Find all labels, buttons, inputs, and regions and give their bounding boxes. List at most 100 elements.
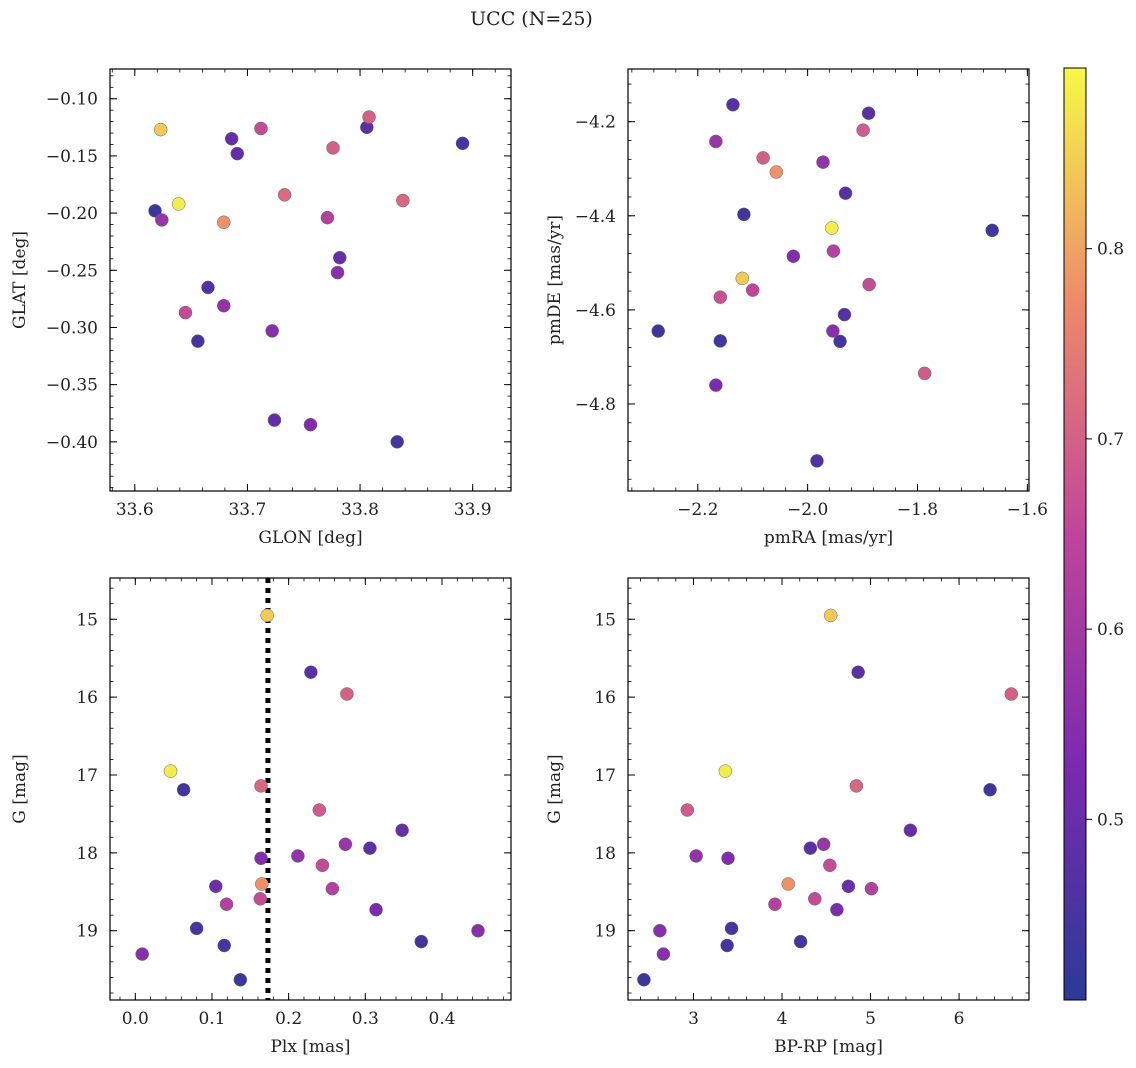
- plot-frame: [109, 577, 512, 1001]
- data-point: [726, 98, 740, 112]
- x-tick-label: 5: [865, 1009, 876, 1029]
- data-point: [689, 849, 703, 863]
- data-point: [191, 334, 205, 348]
- data-point: [810, 454, 824, 468]
- data-point: [823, 608, 838, 623]
- data-point: [362, 110, 376, 124]
- y-tick-label: −4.2: [575, 113, 616, 133]
- data-point: [330, 265, 345, 280]
- data-point: [148, 204, 162, 218]
- x-tick-label: 33.9: [454, 500, 492, 520]
- x-axis-label: GLON [deg]: [258, 528, 362, 548]
- x-tick-label: −1.6: [1007, 500, 1048, 520]
- data-point: [724, 921, 739, 936]
- y-tick-label: −0.35: [46, 376, 98, 396]
- panel-pmra-pmde: −2.2 −2.0 −1.8 −1.6 −4.2 −4.4 −4.6 −4.8 pmRA [ma…: [545, 68, 1048, 548]
- y-tick-label: 16: [76, 688, 98, 708]
- y-tick-label: −0.30: [46, 318, 98, 338]
- x-axis-label: BP-RP [mag]: [774, 1037, 883, 1057]
- figure-title: UCC (N=25): [470, 8, 593, 30]
- data-point: [209, 879, 223, 894]
- data-point: [637, 973, 651, 987]
- data-point: [363, 841, 377, 855]
- x-tick-label: 0.4: [428, 1009, 455, 1029]
- data-point: [233, 973, 248, 987]
- y-tick-label: 15: [76, 610, 98, 630]
- data-point: [985, 223, 999, 238]
- x-tick-label: 0.2: [275, 1009, 302, 1029]
- data-point: [826, 324, 840, 338]
- x-tick-label: 4: [777, 1009, 788, 1029]
- y-tick-label: 17: [594, 766, 616, 786]
- data-point: [786, 249, 801, 263]
- y-tick-label: 18: [76, 844, 98, 864]
- data-point: [851, 665, 865, 679]
- data-point: [745, 283, 760, 297]
- data-point: [768, 897, 782, 911]
- data-point: [320, 210, 335, 225]
- y-tick-label: −4.6: [575, 301, 616, 321]
- y-tick-label: 17: [76, 766, 98, 786]
- panel-glon-glat: 33.6 33.7 33.8 33.9 −0.10 −0.15 −0.20 −0.25 −0.3…: [10, 68, 512, 548]
- data-point: [737, 207, 751, 222]
- data-point: [903, 823, 918, 838]
- x-tick-label: 0.3: [352, 1009, 379, 1029]
- data-point: [713, 290, 728, 304]
- x-tick-label: −2.2: [677, 500, 718, 520]
- data-point: [340, 687, 354, 701]
- data-point: [721, 851, 735, 866]
- data-point: [830, 902, 844, 917]
- y-tick-label: 19: [594, 922, 616, 942]
- x-tick-label: 6: [954, 1009, 965, 1029]
- data-point: [254, 779, 268, 793]
- data-point: [781, 877, 795, 891]
- data-point: [864, 881, 879, 896]
- data-point: [312, 803, 327, 817]
- data-point: [135, 947, 149, 961]
- data-point: [837, 307, 852, 322]
- y-tick-label: −0.40: [46, 433, 98, 453]
- data-point: [849, 779, 864, 793]
- data-point: [253, 892, 268, 906]
- data-point: [326, 141, 340, 155]
- x-tick-label: 0.0: [122, 1009, 149, 1029]
- data-point: [217, 938, 231, 953]
- data-point: [325, 881, 340, 896]
- x-axis-label: pmRA [mas/yr]: [764, 528, 893, 548]
- colorbar: 0.5 0.6 0.7 0.8: [1063, 67, 1124, 1001]
- data-point: [219, 897, 234, 911]
- data-point: [983, 783, 997, 797]
- data-point: [756, 151, 770, 165]
- data-point: [153, 122, 168, 137]
- data-point: [230, 146, 245, 161]
- data-point: [155, 213, 169, 227]
- data-point: [217, 298, 231, 313]
- data-point: [369, 902, 383, 917]
- plot-frame: [109, 68, 512, 492]
- y-tick-label: −0.15: [46, 147, 98, 167]
- data-point: [395, 823, 409, 838]
- plot-frame: [627, 577, 1030, 1001]
- data-point: [856, 123, 870, 137]
- data-point: [826, 244, 841, 258]
- x-tick-label: 33.7: [228, 500, 266, 520]
- data-point: [267, 413, 282, 427]
- x-axis-label: Plx [mas]: [270, 1037, 350, 1057]
- data-point: [291, 849, 305, 863]
- data-point: [178, 305, 193, 320]
- y-tick-label: 15: [594, 610, 616, 630]
- data-point: [769, 165, 784, 179]
- data-point: [816, 837, 831, 852]
- colorbar-tick-label: 0.7: [1097, 430, 1124, 450]
- y-axis-label: pmDE [mas/yr]: [545, 215, 565, 345]
- data-point: [718, 764, 733, 778]
- data-point: [656, 947, 671, 961]
- x-tick-label: 0.1: [198, 1009, 225, 1029]
- data-point: [1004, 687, 1019, 701]
- data-point: [833, 334, 847, 349]
- y-tick-label: 19: [76, 922, 98, 942]
- x-tick-label: −1.8: [897, 500, 938, 520]
- data-point: [338, 837, 353, 852]
- data-point: [735, 271, 750, 286]
- data-point: [304, 665, 318, 679]
